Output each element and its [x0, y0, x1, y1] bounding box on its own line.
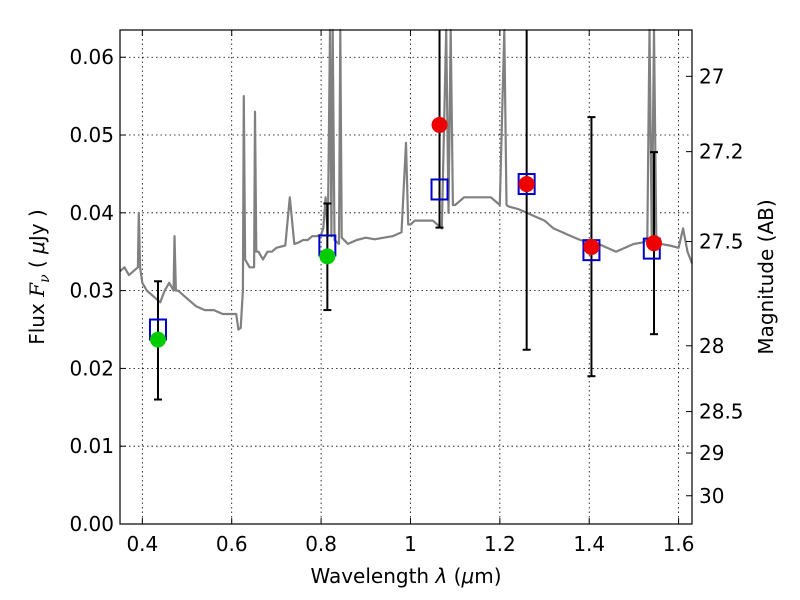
y-tick-label: 0.06 [69, 45, 114, 69]
y2-tick-label: 27.2 [699, 140, 744, 164]
model-photometry-square [430, 178, 449, 201]
y-tick-label: 0.01 [69, 434, 114, 458]
detection-point [149, 331, 166, 348]
grid-lines [120, 30, 692, 525]
y2-axis-title: Magnitude (AB) [754, 199, 778, 354]
markers [148, 116, 663, 348]
error-bars [153, 30, 659, 401]
y-axis-title: Flux Fν ( μJy ) [25, 209, 53, 345]
x-tick-label: 0.4 [126, 532, 158, 556]
y2-tick-label: 28 [699, 334, 724, 358]
y2-tick-label: 28.5 [699, 400, 744, 424]
measurement-point [431, 116, 448, 133]
y2-tick-label: 27.5 [699, 230, 744, 254]
y-tick-label: 0.04 [69, 201, 114, 225]
x-tick-label: 0.6 [216, 532, 248, 556]
y-tick-label: 0.02 [69, 356, 114, 380]
x-tick-label: 1.2 [484, 532, 516, 556]
x-tick-label: 0.8 [305, 532, 337, 556]
x-axis-title: Wavelength λ (μm) [310, 564, 501, 588]
model-spectrum [119, 28, 694, 331]
y-tick-label: 0.05 [69, 123, 114, 147]
y2-tick-label: 29 [699, 441, 724, 465]
y-tick-label: 0.00 [69, 512, 114, 536]
measurement-point [518, 176, 535, 193]
measurement-point [583, 239, 600, 256]
plot-frame [119, 29, 693, 525]
y-tick-label: 0.03 [69, 279, 114, 303]
spectrum-line [119, 28, 694, 331]
axis-ticks: 0.4 0.6 0.8 1 1.2 1.4 1.6 0.00 0.01 0.02 0.03 0.04 0… [69, 30, 744, 556]
x-tick-label: 1.4 [573, 532, 605, 556]
y2-tick-label: 30 [699, 484, 724, 508]
x-tick-label: 1.6 [663, 532, 695, 556]
measurement-point [646, 235, 663, 252]
y2-tick-label: 27 [699, 64, 724, 88]
x-tick-label: 1 [404, 532, 417, 556]
detection-point [319, 248, 336, 265]
